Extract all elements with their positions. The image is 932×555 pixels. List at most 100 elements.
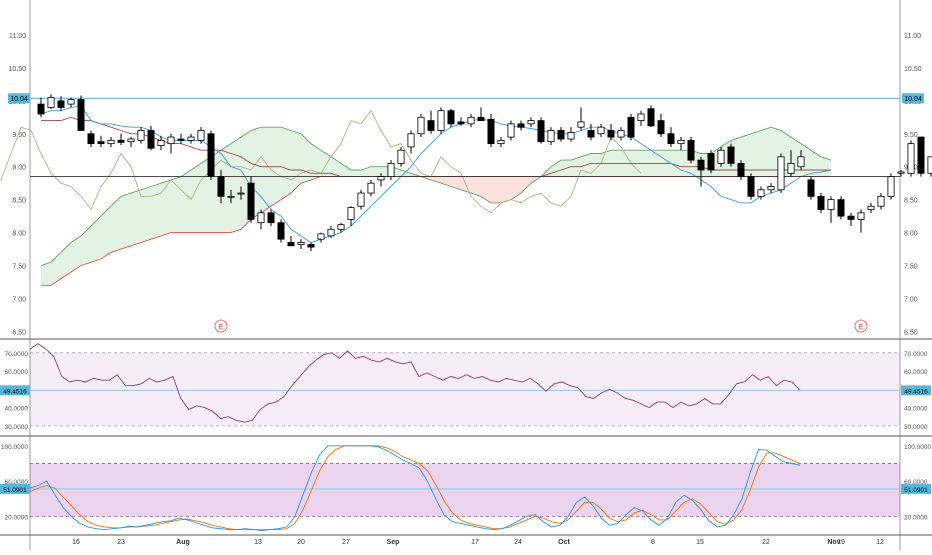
- cloud-segment: [151, 183, 161, 240]
- stoch-tick-label-left: 60.0000: [5, 479, 29, 486]
- candle-body: [297, 242, 305, 245]
- time-axis-label: 17: [471, 539, 479, 546]
- price-tick-label-right: 8.50: [904, 198, 918, 205]
- cloud-segment: [111, 196, 121, 253]
- cloud-segment: [231, 137, 241, 233]
- rsi-value-label-right: 49.4516: [904, 388, 928, 395]
- candle-body: [387, 163, 395, 177]
- candle-body: [427, 120, 435, 131]
- candle-body: [317, 233, 325, 240]
- rsi-value-label-right-bg: [901, 385, 931, 396]
- candle-body: [567, 132, 575, 140]
- candle-body: [327, 228, 335, 237]
- cloud-segment: [471, 176, 481, 197]
- time-axis-label: 23: [117, 539, 125, 546]
- candle-body: [577, 121, 585, 128]
- candle-body: [47, 97, 55, 108]
- cloud-segment: [121, 193, 131, 250]
- candle-body: [527, 120, 535, 125]
- cloud-segment: [371, 166, 381, 177]
- cloud-segment: [171, 176, 181, 233]
- stoch-tick-label-left: 100.0000: [1, 444, 28, 451]
- candle-body: [667, 133, 675, 145]
- candle-body: [727, 146, 735, 164]
- candle-body: [257, 212, 265, 224]
- cloud-segment: [551, 160, 561, 177]
- candle-body: [487, 118, 495, 145]
- cloud-segment: [341, 163, 351, 177]
- candle-body: [687, 139, 695, 161]
- time-axis: 16 23 Aug 13 20 27 Sep 17 24 Oct 8 15 22 Nov 12 19: [72, 539, 884, 546]
- rsi-tick-label-right: 40.0000: [904, 406, 928, 413]
- candle-body: [77, 99, 85, 131]
- candle-body: [127, 138, 135, 143]
- price-tick-label-left: 10.50: [8, 66, 26, 73]
- candle-body: [37, 103, 45, 115]
- stochastic-panel[interactable]: 20.0000 20.0000 60.0000 60.0000 100.0000 100.…: [0, 444, 932, 536]
- stoch-k-line: [29, 445, 801, 531]
- candle-body: [877, 195, 885, 207]
- candle-body: [307, 244, 315, 248]
- cloud-segment: [71, 235, 81, 273]
- cloud-segment: [451, 176, 461, 190]
- cloud-segment: [491, 176, 501, 203]
- candle-body: [597, 126, 605, 135]
- cloud-segment: [131, 189, 141, 246]
- rsi-tick-label-right: 30.0000: [904, 424, 928, 431]
- price-tick-label-left: 6.50: [12, 329, 26, 336]
- rsi-tick-label-right: 60.0000: [904, 369, 928, 376]
- candle-body: [107, 139, 115, 145]
- candle-body: [537, 120, 545, 143]
- candle-body: [267, 212, 275, 224]
- cloud-segment: [291, 130, 301, 194]
- candle-body: [217, 176, 225, 197]
- cloud-segment: [441, 176, 451, 187]
- candle-body: [187, 136, 195, 141]
- price-tick-label-right: 8.00: [904, 231, 918, 238]
- cloud-segment: [501, 176, 511, 203]
- time-axis-label: 22: [762, 539, 770, 546]
- stoch-tick-label-right: 100.0000: [904, 444, 931, 451]
- cloud-segment: [401, 170, 411, 177]
- candle-body: [507, 123, 515, 138]
- candle-body: [627, 116, 635, 138]
- candle-body: [207, 133, 215, 177]
- candle-body: [397, 149, 405, 164]
- time-axis-label: 20: [297, 539, 305, 546]
- rsi-panel[interactable]: 30.000030.000040.000040.000050.000050.00…: [0, 343, 932, 437]
- candle-body: [617, 130, 625, 138]
- cloud-segment: [191, 163, 201, 233]
- stoch-tick-label-right: 60.0000: [904, 479, 928, 486]
- price-tick-label-left: 9.50: [12, 132, 26, 139]
- candle-body: [337, 224, 345, 230]
- stoch-d-line: [29, 445, 801, 531]
- candle-body: [437, 110, 445, 131]
- stoch-value-label-right-bg: [901, 483, 931, 494]
- candle-body: [547, 130, 555, 143]
- rsi-tick-label-left: 60.0000: [5, 369, 29, 376]
- cloud-segment: [141, 186, 151, 243]
- candle-body: [227, 195, 235, 198]
- candle-body: [457, 121, 465, 125]
- price-tick-label-left: 8.50: [12, 198, 26, 205]
- candle-body: [867, 205, 875, 210]
- candle-body: [607, 130, 615, 138]
- candle-body: [927, 156, 932, 174]
- earnings-marker: [214, 319, 228, 333]
- cloud-segment: [181, 170, 191, 233]
- cloud-segment: [91, 216, 101, 263]
- stoch-tick-label-right: 20.0000: [904, 514, 928, 521]
- cloud-segment: [521, 176, 531, 194]
- candle-body: [657, 120, 665, 135]
- candle-body: [717, 149, 725, 164]
- marker-label-right-bg: [902, 93, 924, 104]
- candle-body: [897, 171, 905, 174]
- candle-body: [557, 130, 565, 140]
- cloud-segment: [321, 150, 331, 177]
- candle-body: [407, 133, 415, 148]
- candle-body: [777, 156, 785, 191]
- candle-body: [97, 141, 105, 145]
